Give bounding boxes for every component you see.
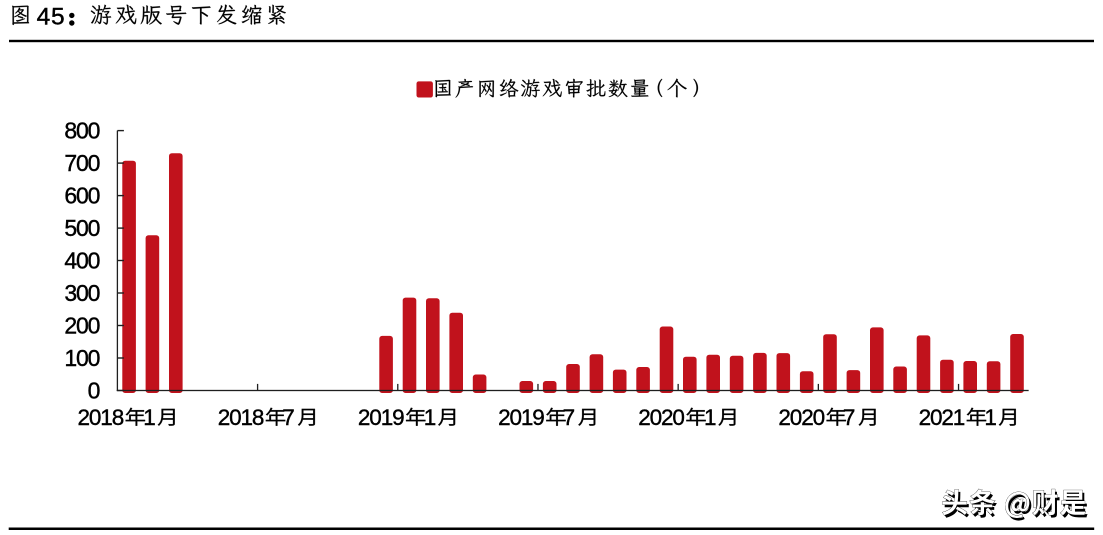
svg-text:100: 100 — [64, 345, 99, 371]
svg-text:200: 200 — [64, 312, 99, 338]
svg-text:1: 1 — [704, 405, 717, 430]
svg-text:2020: 2020 — [778, 405, 824, 430]
svg-text:1: 1 — [424, 405, 437, 430]
svg-text:400: 400 — [64, 247, 99, 273]
svg-text:2020: 2020 — [638, 405, 684, 430]
svg-text:700: 700 — [64, 150, 99, 176]
svg-text:2019: 2019 — [498, 405, 544, 430]
svg-text:1: 1 — [143, 405, 156, 430]
svg-text:7: 7 — [843, 405, 856, 430]
svg-text:7: 7 — [563, 405, 576, 430]
svg-text:2018: 2018 — [78, 405, 124, 430]
svg-text:500: 500 — [64, 215, 99, 241]
svg-text:7: 7 — [282, 405, 295, 430]
svg-text:800: 800 — [64, 118, 99, 144]
svg-text:2021: 2021 — [919, 405, 965, 430]
svg-text:1: 1 — [984, 405, 997, 430]
svg-text:2018: 2018 — [218, 405, 264, 430]
svg-text:300: 300 — [64, 280, 99, 306]
svg-text:45: 45 — [37, 3, 66, 30]
svg-text:2019: 2019 — [358, 405, 404, 430]
svg-text:600: 600 — [64, 183, 99, 209]
svg-text:0: 0 — [88, 377, 100, 403]
